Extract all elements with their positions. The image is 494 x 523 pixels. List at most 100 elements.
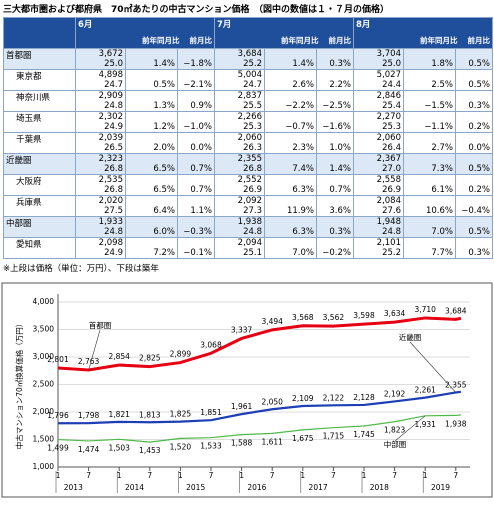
- yoy: −2.2%: [264, 90, 317, 112]
- month: 8月: [356, 20, 371, 30]
- mom: −1.8%: [177, 48, 215, 70]
- price: 2,270: [376, 112, 401, 122]
- price: 3,684: [237, 49, 262, 59]
- yoy: 1.3%: [125, 90, 178, 112]
- value-label: 3,337: [231, 325, 253, 334]
- x-tick-label: 7: [209, 471, 214, 480]
- y-axis-label: 中古マンション70㎡換算価格（万円）: [14, 320, 24, 450]
- header-box: 8月 前年同月比 前月比: [356, 18, 490, 48]
- age: 25.3: [382, 122, 401, 132]
- price-cell: 2,909 24.8: [75, 90, 126, 112]
- value-label: 1,474: [78, 445, 100, 454]
- value-label: 2,050: [261, 397, 283, 406]
- mom: 0.3%: [455, 90, 493, 112]
- yoy: 7.0%: [403, 216, 456, 238]
- label-leader: [394, 415, 426, 442]
- price: 2,909: [98, 91, 123, 101]
- title: 三大都市圏および都府県 70㎡あたりの中古マンション価格 （図中の数値は１・７月…: [3, 5, 390, 15]
- year-label: 2016: [247, 483, 266, 492]
- age: 24.7: [104, 80, 123, 90]
- row-label: 首都圏: [3, 48, 76, 70]
- price: 5,004: [237, 70, 262, 80]
- price-cell: 5,004 24.7: [214, 69, 265, 91]
- value-label: 1,675: [292, 434, 314, 443]
- age: 27.3: [243, 206, 262, 216]
- value-label: 1,503: [108, 443, 130, 452]
- value-label: 3,562: [323, 313, 345, 322]
- x-tick-label: 1: [178, 471, 183, 480]
- age: 26.3: [243, 143, 262, 153]
- mom: 3.6%: [316, 195, 354, 217]
- mom: −0.1%: [177, 237, 215, 259]
- value-label: 1,961: [231, 402, 253, 411]
- price-cell: 3,672 25.0: [75, 48, 126, 70]
- x-tick-label: 7: [453, 471, 458, 480]
- x-tick-label: 7: [331, 471, 336, 480]
- price-cell: 2,367 27.0: [353, 153, 404, 175]
- subheader: 前年同月比: [420, 36, 458, 45]
- mom: 1.0%: [316, 132, 354, 154]
- yoy: 7.3%: [403, 153, 456, 175]
- price-table: 6月 前年同月比 前月比 7月 前年同月比 前月比 8月 前年同月比 前月比 首都圏 3,672 25…: [3, 17, 493, 259]
- mom: −0.3%: [177, 216, 215, 238]
- value-label: 1,588: [231, 439, 253, 448]
- yoy: 6.0%: [125, 216, 178, 238]
- mom: 0.5%: [455, 216, 493, 238]
- value-label: 3,568: [292, 313, 314, 322]
- value-label: 3,598: [353, 311, 375, 320]
- row: 中部圏 1,933 24.8 6.0% −0.3% 1,938 24.8 6.3% 0.3% 1,…: [3, 216, 493, 238]
- yoy: 6.5%: [125, 153, 178, 175]
- yoy: 2.0%: [125, 132, 178, 154]
- value-label: 2,128: [353, 393, 375, 402]
- mom: 0.7%: [177, 153, 215, 175]
- age: 26.9: [382, 185, 401, 195]
- row: 兵庫県 2,020 27.5 6.4% 1.1% 2,092 27.3 11.9% 3.6% 2,…: [3, 195, 493, 217]
- value-label: 2,763: [78, 357, 100, 366]
- price: 2,060: [237, 133, 262, 143]
- age: 26.8: [104, 164, 123, 174]
- yoy: 1.2%: [125, 111, 178, 133]
- value-label: 2,801: [47, 355, 69, 364]
- age: 26.5: [104, 143, 123, 153]
- value-label: 1,821: [108, 410, 130, 419]
- yoy: −0.7%: [264, 111, 317, 133]
- label-leader: [409, 341, 457, 393]
- row: 首都圏 3,672 25.0 1.4% −1.8% 3,684 25.2 1.4% 0.3% 3,…: [3, 48, 493, 70]
- age: 26.9: [243, 185, 262, 195]
- row: 愛知県 2,098 24.9 7.2% −0.1% 2,094 25.1 7.0% −0.2% 2…: [3, 237, 493, 259]
- price: 2,367: [376, 154, 401, 164]
- price-cell: 2,094 25.1: [214, 237, 265, 259]
- value-label: 1,931: [414, 420, 436, 429]
- mom: 0.5%: [455, 153, 493, 175]
- age: 25.5: [243, 101, 262, 111]
- price-cell: 2,323 26.8: [75, 153, 126, 175]
- mom: 1.4%: [316, 153, 354, 175]
- header-row: 6月 前年同月比 前月比 7月 前年同月比 前月比 8月 前年同月比 前月比: [3, 17, 493, 49]
- value-label: 2,109: [292, 394, 314, 403]
- mom: 0.0%: [455, 132, 493, 154]
- mom: 0.9%: [177, 90, 215, 112]
- yoy: −1.1%: [403, 111, 456, 133]
- price-cell: 2,098 24.9: [75, 237, 126, 259]
- series-name: 首都圏: [89, 320, 112, 330]
- yoy: −1.5%: [403, 90, 456, 112]
- mom: −2.5%: [316, 90, 354, 112]
- price-cell: 3,704 25.0: [353, 48, 404, 70]
- price: 2,323: [98, 154, 123, 164]
- yoy: 6.5%: [125, 174, 178, 196]
- price-cell: 3,684 25.2: [214, 48, 265, 70]
- note: ※上段は価格（単位：万円）、下段は築年: [3, 264, 159, 274]
- header-box: 7月 前年同月比 前月比: [217, 18, 351, 48]
- x-tick-label: 1: [239, 471, 244, 480]
- age: 24.8: [104, 101, 123, 111]
- year-label: 2019: [431, 483, 450, 492]
- mom: 0.3%: [316, 48, 354, 70]
- price: 2,355: [237, 154, 262, 164]
- x-tick-label: 1: [362, 471, 367, 480]
- y-tick-label: 4,000: [33, 297, 55, 306]
- series-line: [57, 414, 461, 443]
- age: 24.9: [104, 248, 123, 258]
- mom: 0.5%: [455, 48, 493, 70]
- row: 千葉県 2,039 26.5 2.0% 0.0% 2,060 26.3 2.3% 1.0% 2,0…: [3, 132, 493, 154]
- mom: 0.0%: [177, 132, 215, 154]
